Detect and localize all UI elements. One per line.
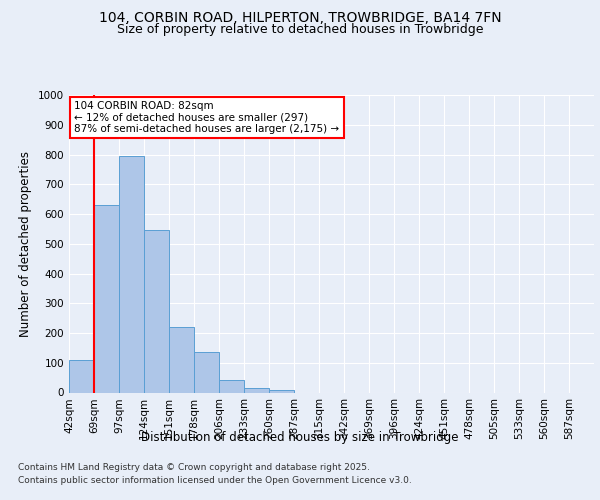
Text: 104 CORBIN ROAD: 82sqm
← 12% of detached houses are smaller (297)
87% of semi-de: 104 CORBIN ROAD: 82sqm ← 12% of detached…: [74, 101, 340, 134]
Bar: [144, 230, 169, 392]
Text: Contains public sector information licensed under the Open Government Licence v3: Contains public sector information licen…: [18, 476, 412, 485]
Text: Size of property relative to detached houses in Trowbridge: Size of property relative to detached ho…: [117, 22, 483, 36]
Bar: [219, 380, 244, 392]
Bar: [119, 156, 144, 392]
Bar: [269, 390, 294, 392]
Bar: [169, 327, 194, 392]
Bar: [244, 388, 269, 392]
Y-axis label: Number of detached properties: Number of detached properties: [19, 151, 32, 337]
Text: Contains HM Land Registry data © Crown copyright and database right 2025.: Contains HM Land Registry data © Crown c…: [18, 462, 370, 471]
Bar: [194, 352, 219, 393]
Text: Distribution of detached houses by size in Trowbridge: Distribution of detached houses by size …: [141, 431, 459, 444]
Bar: [69, 360, 94, 392]
Text: 104, CORBIN ROAD, HILPERTON, TROWBRIDGE, BA14 7FN: 104, CORBIN ROAD, HILPERTON, TROWBRIDGE,…: [98, 11, 502, 25]
Bar: [94, 205, 119, 392]
